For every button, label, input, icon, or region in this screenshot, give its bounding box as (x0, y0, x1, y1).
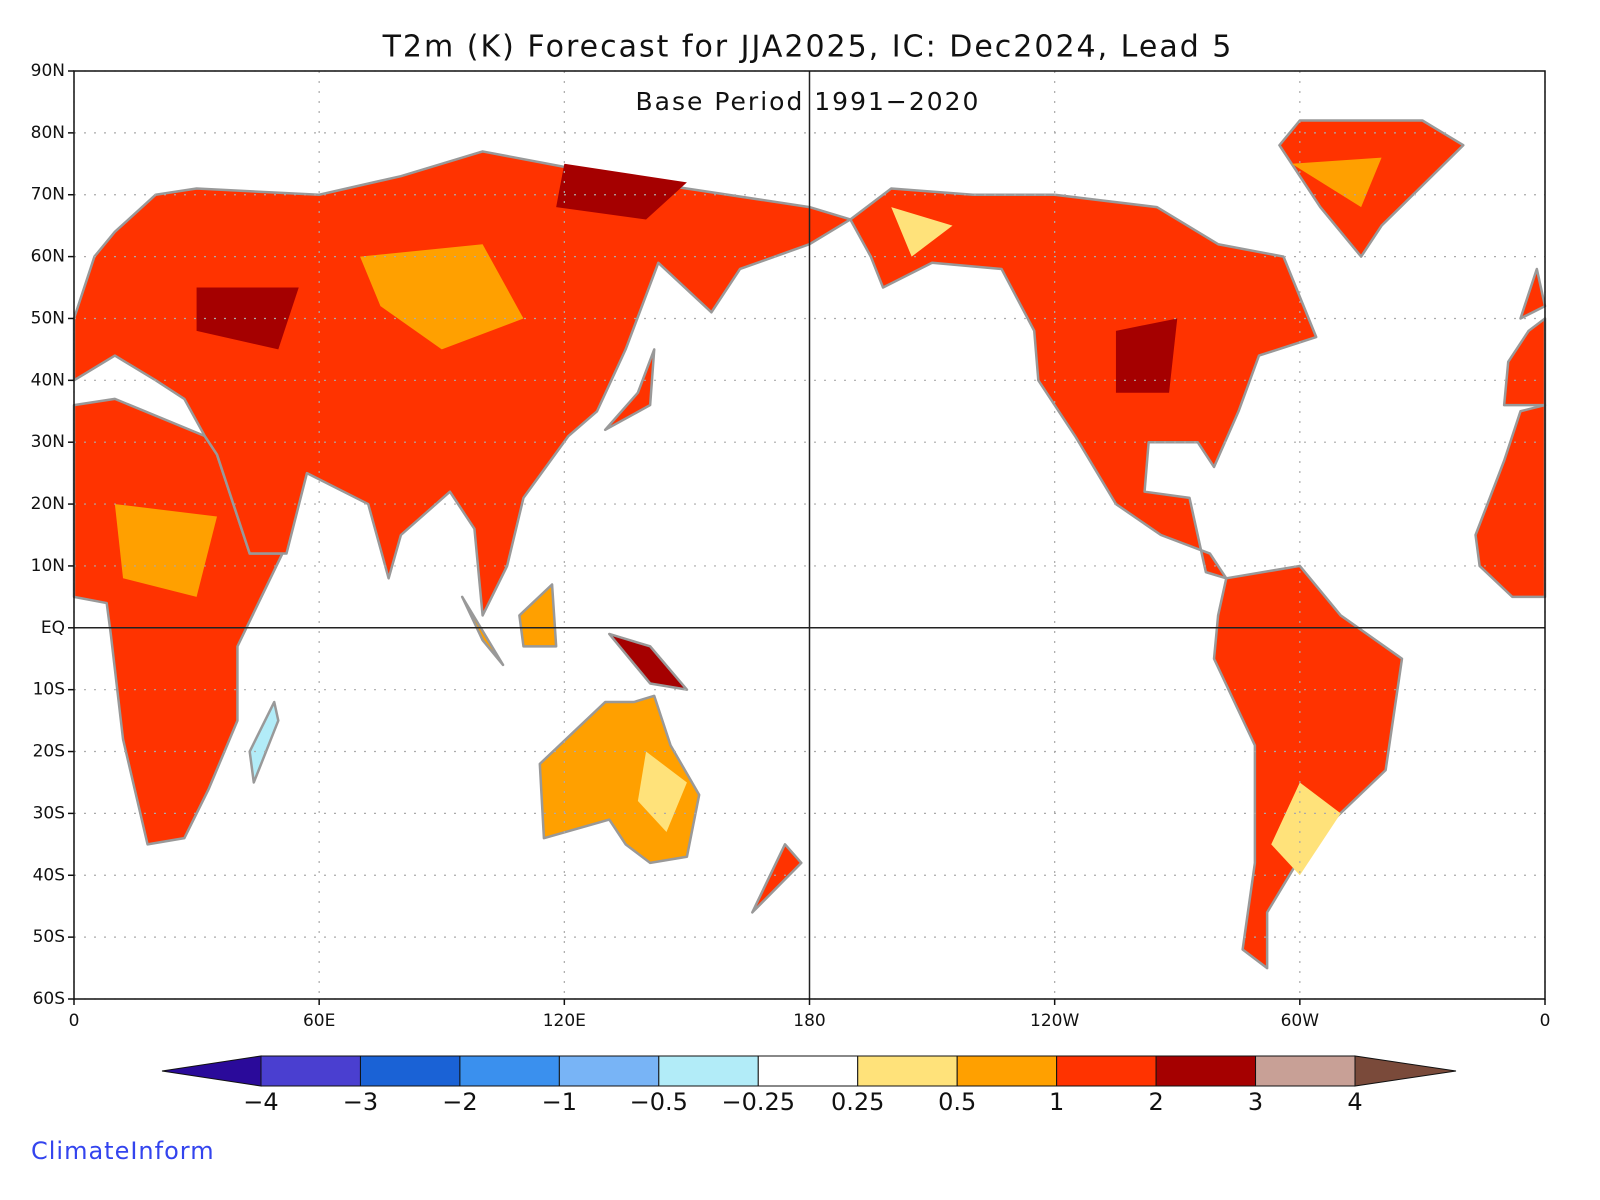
borneo (518, 583, 558, 648)
colorbar-box (857, 1055, 958, 1087)
anomaly-patch (1291, 157, 1382, 208)
colorbar-box (1155, 1055, 1257, 1087)
y-tick-label: 90N (31, 61, 65, 81)
y-tick-label: 30N (31, 432, 65, 452)
colorbar-label: −3 (343, 1088, 378, 1116)
x-tick-label: 0 (1540, 1011, 1551, 1031)
colorbar-low (161, 1055, 262, 1087)
land (72, 119, 1547, 970)
anomaly-patch (1271, 782, 1341, 876)
colorbar-label: 4 (1347, 1088, 1362, 1116)
y-tick-label: 60N (31, 247, 65, 267)
x-tick-label: 60W (1281, 1011, 1320, 1031)
anomaly-patch (1115, 318, 1178, 393)
subtitle: Base Period 1991−2020 (636, 87, 981, 116)
colorbar-label: −0.25 (721, 1088, 795, 1116)
colorbar-label: −1 (542, 1088, 577, 1116)
map-title: T2m (K) Forecast for JJA2025, IC: Dec202… (382, 30, 1234, 65)
colorbar-box (260, 1055, 361, 1087)
north-america (849, 187, 1318, 580)
britain (1519, 267, 1547, 320)
y-tick-label: 40S (33, 865, 65, 885)
y-tick-label: 10N (31, 556, 65, 576)
anomaly-patch (114, 504, 218, 597)
colorbar-label: −2 (442, 1088, 477, 1116)
y-tick-label: 80N (31, 123, 65, 143)
south-america (1212, 564, 1404, 970)
colorbar-label: −0.5 (630, 1088, 688, 1116)
colorbar-box (1255, 1055, 1356, 1087)
eurasia (72, 150, 852, 617)
colorbar-box (359, 1055, 461, 1087)
sumatra (460, 595, 505, 667)
x-tick-label: 60E (303, 1011, 335, 1031)
colorbar-box (658, 1055, 759, 1087)
credit: ClimateInform (31, 1137, 215, 1165)
colorbar-label: 0.25 (831, 1088, 884, 1116)
west-africa (1474, 403, 1547, 599)
iberia (1502, 317, 1547, 407)
anomaly-patch (556, 163, 687, 220)
x-tick-label: 180 (793, 1011, 825, 1031)
new-guinea (608, 632, 689, 691)
anomaly-patch (891, 207, 953, 257)
japan (603, 348, 656, 432)
x-tick-label: 120E (543, 1011, 586, 1031)
colorbar-label: −4 (243, 1088, 278, 1116)
x-tick-label: 120W (1030, 1011, 1079, 1031)
colorbar-box (459, 1055, 560, 1087)
colorbar-label: 1 (1049, 1088, 1064, 1116)
y-tick-label: 20N (31, 494, 65, 514)
y-tick-label: 30S (33, 803, 65, 823)
colorbar-high (1354, 1055, 1457, 1087)
map-frame (73, 70, 1546, 1000)
x-tick-label: 0 (69, 1011, 80, 1031)
colorbar-box (1056, 1055, 1157, 1087)
anomaly-patch (196, 287, 299, 350)
y-tick-label: EQ (41, 618, 65, 638)
new-zealand (751, 843, 803, 914)
y-tick-label: 50S (33, 927, 65, 947)
colorbar-label: 2 (1148, 1088, 1163, 1116)
colorbar-label: 0.5 (938, 1088, 976, 1116)
colorbar-box (757, 1055, 859, 1087)
greenland (1278, 119, 1465, 258)
y-tick-label: 50N (31, 308, 65, 328)
y-tick-label: 40N (31, 370, 65, 390)
y-tick-label: 20S (33, 742, 65, 762)
y-tick-label: 60S (33, 989, 65, 1009)
anomaly-patch (360, 244, 524, 350)
colorbar-box (956, 1055, 1058, 1087)
colorbar-box (558, 1055, 660, 1087)
anomaly-patch (637, 751, 687, 832)
colorbar-label: 3 (1248, 1088, 1263, 1116)
madagascar (248, 700, 280, 784)
y-tick-label: 70N (31, 185, 65, 205)
y-tick-label: 10S (33, 680, 65, 700)
